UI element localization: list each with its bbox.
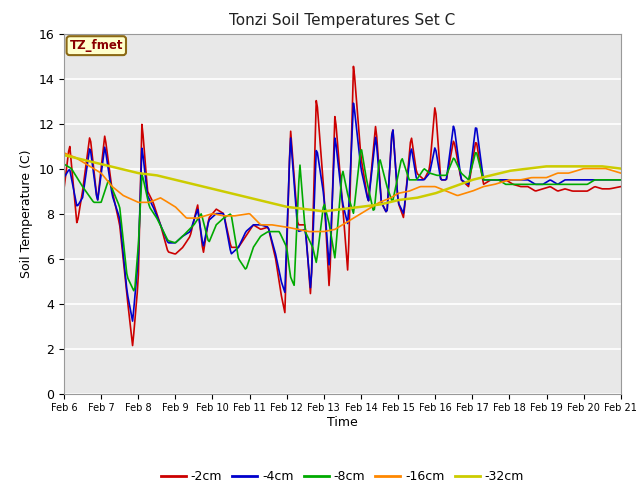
Text: TZ_fmet: TZ_fmet (70, 39, 123, 52)
-8cm (617, 177, 625, 183)
Line: -16cm: -16cm (64, 153, 621, 231)
-16cm (567, 169, 575, 175)
-32cm (373, 202, 381, 208)
-32cm (567, 164, 575, 169)
Legend: -2cm, -4cm, -8cm, -16cm, -32cm: -2cm, -4cm, -8cm, -16cm, -32cm (156, 465, 529, 480)
-16cm (470, 187, 478, 193)
-4cm (349, 100, 357, 106)
-8cm (358, 147, 365, 153)
-4cm (129, 318, 136, 324)
-8cm (472, 150, 479, 156)
-4cm (374, 157, 381, 163)
-8cm (60, 161, 68, 167)
-2cm (129, 343, 136, 348)
-4cm (472, 125, 479, 131)
-8cm (130, 288, 138, 294)
-8cm (401, 163, 408, 168)
-2cm (472, 140, 479, 145)
-16cm (399, 190, 407, 195)
Y-axis label: Soil Temperature (C): Soil Temperature (C) (20, 149, 33, 278)
-32cm (470, 177, 478, 182)
Line: -8cm: -8cm (64, 150, 621, 291)
-4cm (568, 177, 576, 183)
Line: -32cm: -32cm (64, 155, 621, 211)
-2cm (234, 244, 242, 250)
-4cm (296, 228, 304, 234)
-4cm (617, 177, 625, 183)
-32cm (234, 192, 241, 198)
-16cm (295, 227, 303, 232)
-2cm (401, 204, 408, 210)
Line: -4cm: -4cm (64, 103, 621, 321)
Title: Tonzi Soil Temperatures Set C: Tonzi Soil Temperatures Set C (229, 13, 456, 28)
-16cm (305, 228, 313, 234)
-2cm (617, 184, 625, 190)
-16cm (60, 150, 68, 156)
-16cm (373, 201, 381, 207)
-32cm (617, 166, 625, 171)
-8cm (374, 171, 381, 177)
-4cm (234, 245, 242, 251)
-2cm (296, 222, 304, 228)
X-axis label: Time: Time (327, 416, 358, 429)
-4cm (60, 175, 68, 180)
-4cm (401, 202, 408, 208)
-8cm (296, 162, 304, 168)
-16cm (617, 170, 625, 176)
-16cm (234, 213, 241, 218)
-2cm (60, 186, 68, 192)
-2cm (568, 188, 576, 194)
-32cm (60, 152, 68, 158)
-32cm (295, 205, 303, 211)
-2cm (374, 150, 381, 156)
-2cm (349, 63, 357, 69)
-32cm (321, 208, 328, 214)
-32cm (399, 197, 407, 203)
-8cm (234, 255, 242, 261)
Line: -2cm: -2cm (64, 66, 621, 346)
-8cm (568, 181, 576, 187)
